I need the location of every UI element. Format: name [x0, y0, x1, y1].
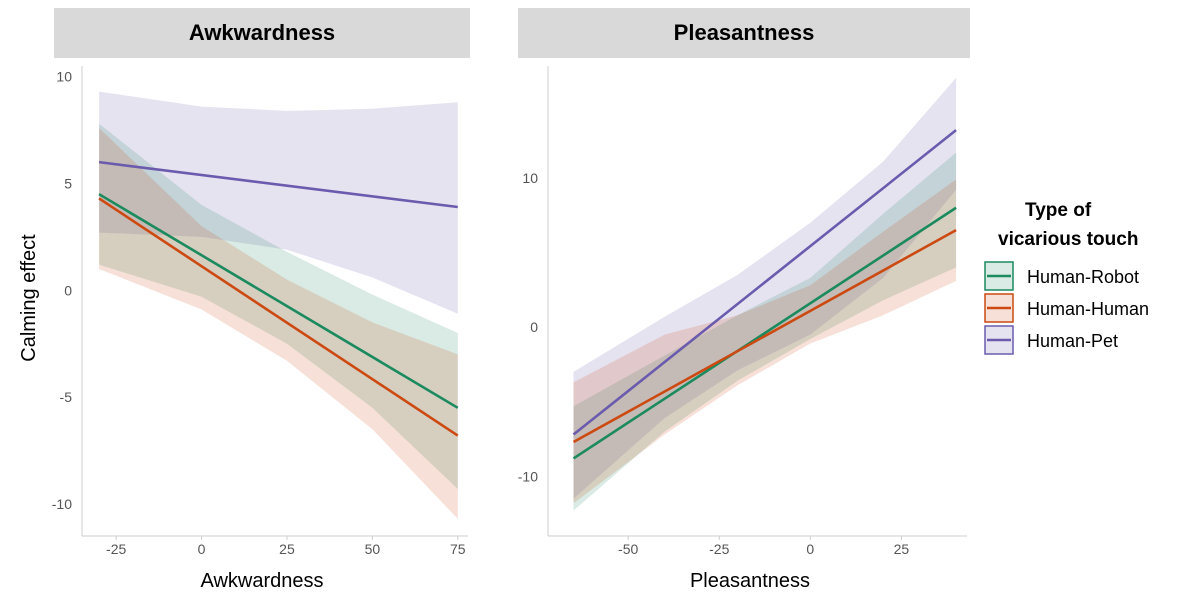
confidence-band-human-human	[99, 128, 458, 519]
confidence-band-human-pet	[573, 77, 957, 499]
x-tick-label: -25	[106, 541, 126, 557]
confidence-band-human-human	[573, 179, 957, 504]
legend-label: Human-Pet	[1027, 331, 1118, 351]
x-tick-label: 0	[198, 541, 206, 557]
y-tick-label: 10	[56, 69, 72, 85]
panel-pleasantness: Pleasantness -50 -25 0 25 10 0 -10 Pleasantnes…	[518, 8, 970, 592]
legend-items: Human-Robot Human-Human Human-Pet	[984, 261, 1149, 355]
confidence-band-human-pet	[99, 91, 458, 314]
y-tick-label: 5	[64, 176, 72, 192]
x-axis-title: Awkwardness	[200, 570, 323, 592]
x-tick-label: -50	[618, 541, 638, 557]
strip-background	[54, 8, 470, 58]
y-axis-title: Calming effect	[18, 234, 40, 362]
legend-title-line1: Type of	[1025, 200, 1092, 221]
trend-line-human-human	[98, 197, 459, 437]
trend-line-human-pet	[98, 160, 458, 209]
legend-label: Human-Human	[1027, 299, 1149, 319]
legend: Type of vicarious touch Human-RobotHuman…	[984, 200, 1149, 355]
trend-line-human-robot	[572, 206, 957, 460]
x-tick-label: -25	[709, 541, 729, 557]
x-tick-label: 25	[279, 541, 295, 557]
legend-item-human-human: Human-Human	[984, 293, 1149, 323]
y-tick-label: 0	[64, 282, 72, 298]
panel-title: Pleasantness	[674, 20, 815, 45]
x-tick-label: 0	[806, 541, 814, 557]
y-tick-label: 0	[530, 319, 538, 335]
y-tick-label: -5	[60, 389, 73, 405]
legend-item-human-robot: Human-Robot	[984, 261, 1139, 291]
x-tick-label: 25	[894, 541, 910, 557]
y-tick-label: 10	[522, 170, 538, 186]
plot-area: -50 -25 0 25 10 0 -10	[518, 66, 967, 557]
confidence-band-human-robot	[99, 123, 458, 489]
trend-line-human-robot	[98, 193, 459, 409]
trend-line-human-human	[572, 228, 957, 444]
panel-title: Awkwardness	[189, 20, 335, 45]
x-axis-title: Pleasantness	[690, 570, 810, 592]
y-tick-label: -10	[518, 468, 538, 484]
x-tick-label: 75	[450, 541, 466, 557]
trend-line-human-pet	[572, 129, 957, 436]
strip-background	[518, 8, 970, 58]
legend-item-human-pet: Human-Pet	[984, 325, 1118, 355]
legend-label: Human-Robot	[1027, 267, 1139, 287]
legend-title-line2: vicarious touch	[998, 229, 1138, 250]
y-tick-label: -10	[52, 496, 72, 512]
x-tick-label: 50	[365, 541, 381, 557]
